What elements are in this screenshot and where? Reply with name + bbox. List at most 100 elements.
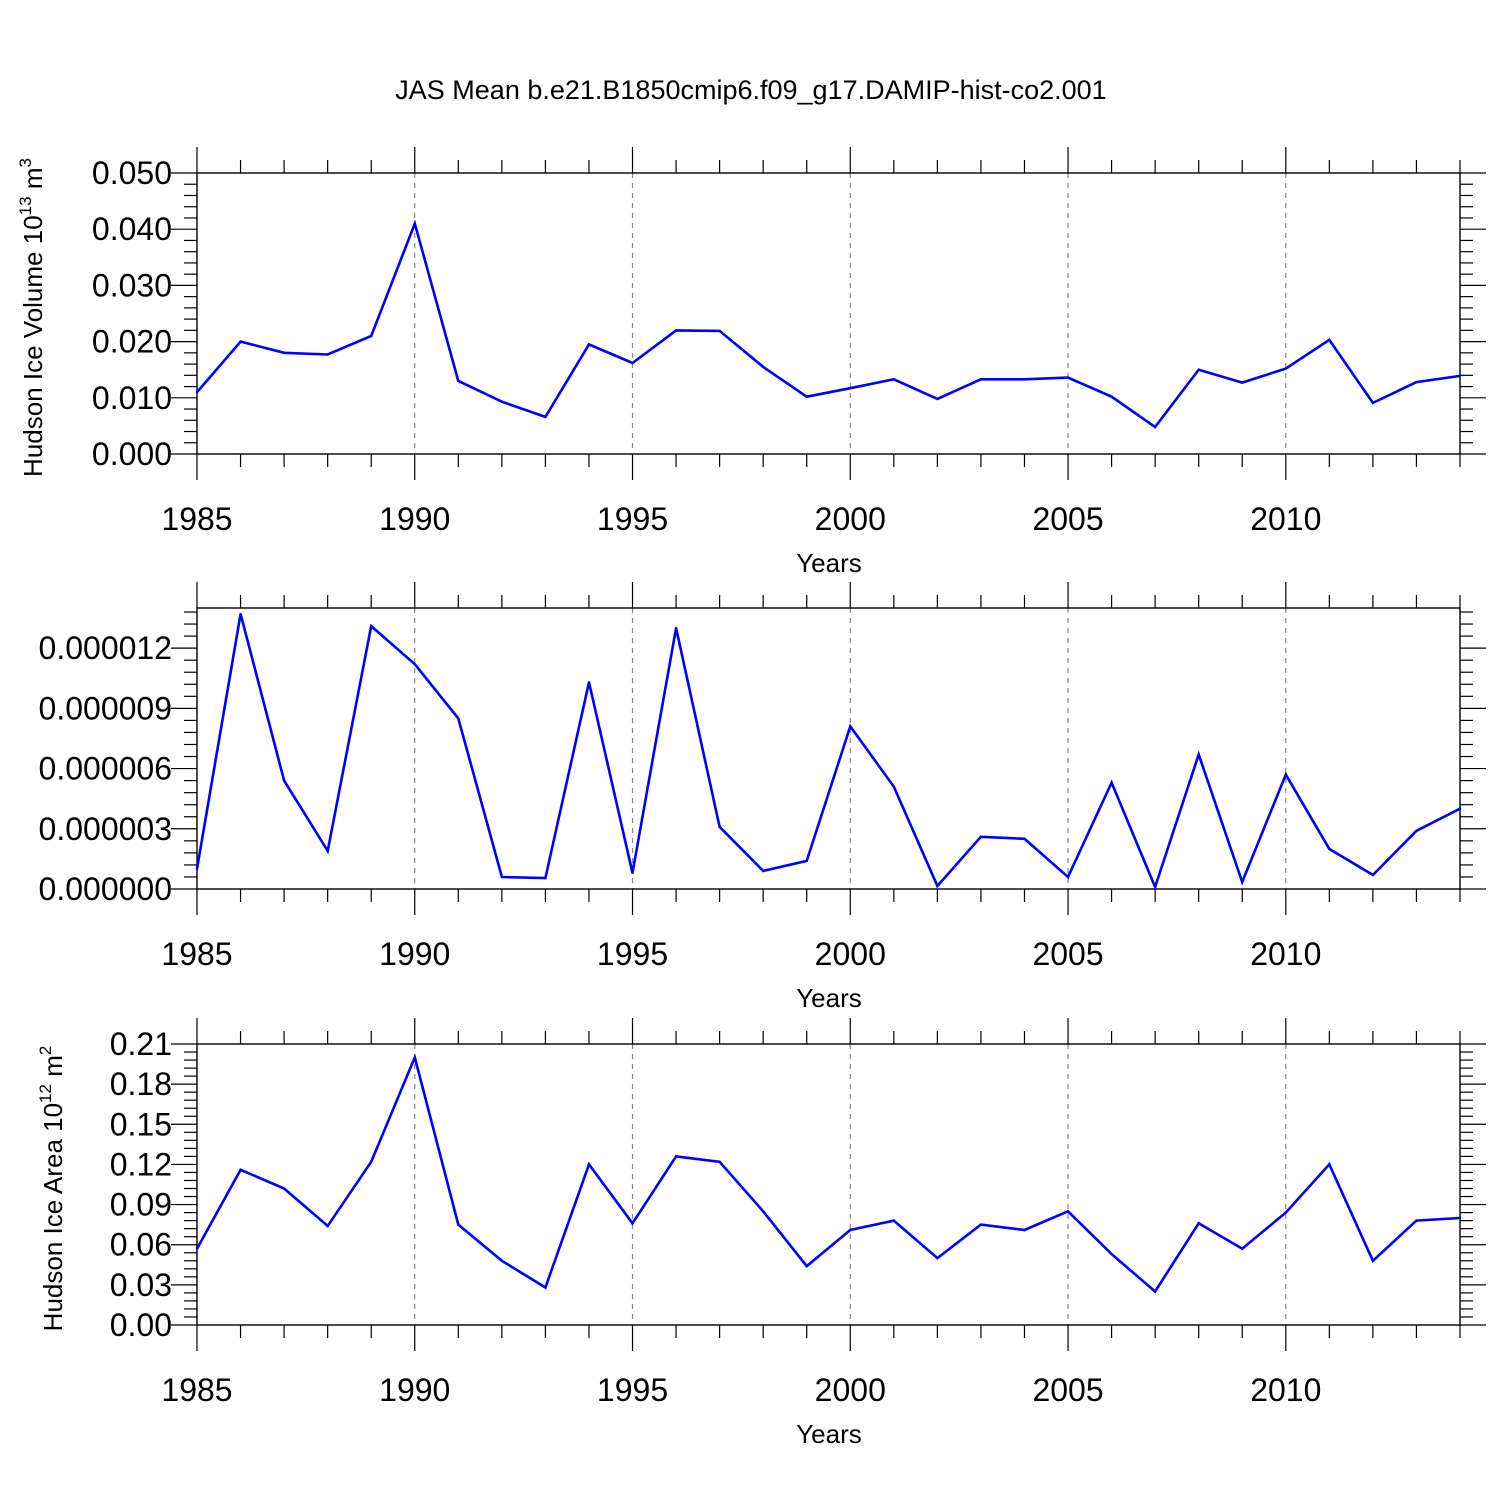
data-point: [936, 397, 939, 401]
data-point: [1110, 395, 1113, 398]
data-point: [587, 343, 591, 346]
y-tick-label: 0.020: [92, 324, 172, 360]
x-tick-label: 2000: [815, 501, 886, 537]
x-tick-label: 1990: [379, 1372, 450, 1408]
data-point: [631, 871, 634, 875]
data-point: [1458, 1216, 1462, 1220]
data-point: [979, 1223, 983, 1226]
series-line: [196, 219, 1461, 429]
data-point: [195, 1247, 199, 1250]
data-point: [239, 340, 242, 343]
x-tick-label: 1990: [379, 501, 450, 537]
y-tick-label: 0.09: [110, 1187, 172, 1223]
chart-panel-1: 1985 1990 1995 2000 2005 2010 Years 0.000 0.010 0…: [16, 147, 1486, 578]
data-point: [326, 353, 329, 356]
data-point: [370, 624, 373, 628]
data-point: [1153, 425, 1157, 429]
data-point: [805, 395, 808, 398]
data-point: [761, 869, 765, 873]
data-point: [500, 875, 504, 879]
data-point: [1328, 1163, 1331, 1166]
plot-frame: [196, 1043, 1461, 1326]
x-axis-title: Years: [796, 983, 862, 1013]
x-tick-label: 2005: [1032, 936, 1103, 972]
data-point: [936, 1256, 939, 1260]
data-point: [631, 361, 634, 365]
data-point: [326, 1224, 329, 1228]
data-point: [805, 1264, 808, 1268]
x-tick-label: 1985: [161, 936, 232, 972]
data-point: [892, 1219, 896, 1222]
y-tick-label: 0.000000: [39, 871, 172, 907]
data-point: [1371, 873, 1375, 877]
data-point: [239, 612, 242, 616]
x-tick-label: 2005: [1032, 501, 1103, 537]
data-point: [1066, 376, 1070, 379]
y-tick-label: 0.040: [92, 211, 172, 247]
data-point: [849, 1228, 852, 1232]
x-tick-label: 1985: [161, 1372, 232, 1408]
y-tick-label: 0.030: [92, 267, 172, 303]
data-point: [979, 378, 983, 381]
x-tick-label: 1995: [597, 501, 668, 537]
data-point: [1415, 829, 1418, 832]
x-tick-label: 2010: [1250, 936, 1321, 972]
x-tick-label: 1995: [597, 936, 668, 972]
data-point: [1153, 885, 1157, 889]
y-tick-label: 0.000012: [39, 630, 172, 666]
data-point: [500, 400, 504, 403]
data-point: [1284, 367, 1287, 370]
data-point: [1458, 807, 1462, 810]
data-point: [587, 681, 591, 684]
data-point: [1153, 1290, 1157, 1293]
data-point: [761, 1210, 765, 1213]
data-point: [457, 1223, 460, 1226]
data-point: [1066, 1210, 1070, 1213]
data-point: [195, 390, 199, 394]
x-tick-label: 2010: [1250, 501, 1321, 537]
data-point: [674, 626, 678, 630]
data-point: [761, 365, 765, 369]
y-axis-title: Hudson Ice Area 1012 m2: [36, 1046, 68, 1332]
data-point: [849, 725, 852, 728]
x-tick-label: 2000: [815, 1372, 886, 1408]
data-point: [979, 835, 983, 839]
data-point: [239, 1168, 242, 1171]
data-point: [674, 1155, 678, 1158]
x-axis-title: Years: [796, 548, 862, 578]
y-tick-label: 0.03: [110, 1267, 172, 1303]
data-point: [413, 663, 416, 666]
chart-panel-2: 1985 1990 1995 2000 2005 2010 Years 0.000000 0.0…: [39, 582, 1486, 1013]
y-tick-label: 0.06: [110, 1227, 172, 1263]
data-point: [1241, 381, 1244, 384]
y-tick-label: 0.18: [110, 1066, 172, 1102]
data-point: [282, 1187, 286, 1190]
x-tick-label: 1990: [379, 936, 450, 972]
data-point: [1197, 1222, 1200, 1225]
data-point: [282, 351, 286, 355]
y-tick-label: 0.000006: [39, 751, 172, 787]
y-tick-label: 0.000003: [39, 811, 172, 847]
x-tick-label: 1995: [597, 1372, 668, 1408]
y-tick-label: 0.00: [110, 1307, 172, 1343]
data-point: [544, 876, 547, 880]
y-tick-label: 0.15: [110, 1106, 172, 1142]
chart-title: JAS Mean b.e21.B1850cmip6.f09_g17.DAMIP-…: [395, 75, 1106, 105]
x-axis-title: Years: [796, 1419, 862, 1449]
data-point: [370, 334, 373, 338]
y-tick-label: 0.000009: [39, 690, 172, 726]
data-point: [413, 1056, 416, 1059]
x-tick-label: 1985: [161, 501, 232, 537]
chart-panel-3: 1985 1990 1995 2000 2005 2010 Years 0.00 0.03 0.0…: [36, 1018, 1486, 1449]
data-point: [805, 859, 808, 863]
data-point: [1110, 781, 1113, 784]
data-point: [892, 785, 896, 788]
data-point: [1328, 338, 1331, 342]
data-point: [1415, 380, 1418, 384]
data-point: [936, 884, 939, 888]
data-point: [1241, 880, 1244, 884]
x-tick-label: 2005: [1032, 1372, 1103, 1408]
x-tick-label: 2000: [815, 936, 886, 972]
data-point: [631, 1222, 634, 1225]
y-tick-label: 0.12: [110, 1146, 172, 1182]
